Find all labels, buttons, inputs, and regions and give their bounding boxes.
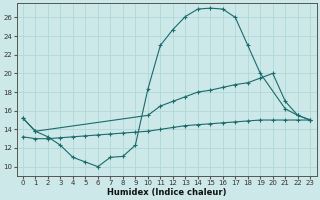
X-axis label: Humidex (Indice chaleur): Humidex (Indice chaleur) bbox=[107, 188, 226, 197]
